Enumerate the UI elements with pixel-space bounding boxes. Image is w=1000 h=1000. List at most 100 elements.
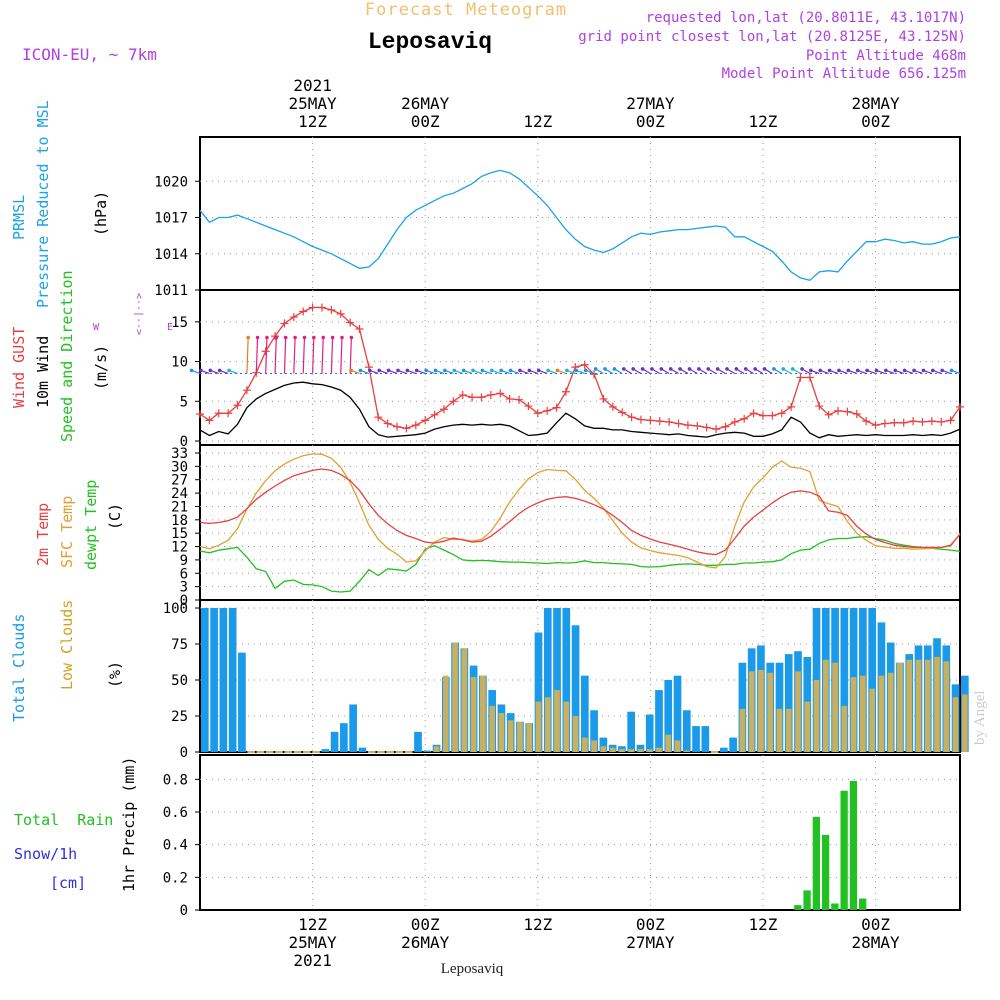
- gust-marker: [308, 303, 317, 312]
- top-time-label: 27MAY: [626, 94, 675, 113]
- bottom-time-label: 00Z: [636, 915, 665, 934]
- cloud-labels: Total Clouds Low Clouds (%): [10, 600, 124, 722]
- y-tick-label: 1014: [154, 247, 188, 263]
- wind-arrow-head: [772, 367, 776, 371]
- gust-marker: [233, 401, 242, 410]
- wind-arrow-head: [734, 367, 739, 371]
- wind-arrow-head: [555, 368, 560, 373]
- low-cloud-bar: [544, 697, 551, 752]
- rain-bar: [849, 780, 858, 910]
- wind-arrow-head: [443, 368, 447, 373]
- wind-arrow-head: [865, 368, 869, 373]
- gust-marker: [730, 417, 739, 426]
- gust-marker: [402, 424, 411, 433]
- low-cloud-bar: [646, 749, 653, 752]
- gust-marker: [543, 406, 552, 415]
- low-cloud-bar: [915, 659, 922, 752]
- wind-arrow-head: [255, 335, 260, 340]
- gust-marker: [327, 305, 336, 314]
- total-cloud-bar: [738, 662, 747, 752]
- y-tick-label: 75: [171, 637, 188, 653]
- y-tick-label: 30: [171, 459, 188, 475]
- wind-arrow-head: [471, 368, 475, 373]
- gust-marker: [289, 313, 298, 322]
- total-cloud-bar: [729, 737, 737, 752]
- wind-arrow-head: [650, 367, 654, 371]
- gust-marker: [336, 309, 345, 318]
- low-cloud-bar: [461, 648, 468, 752]
- wind-arrow-head: [753, 367, 757, 371]
- top-time-label: 12Z: [523, 112, 552, 131]
- gust-marker: [805, 373, 814, 382]
- low-cloud-bar: [897, 662, 903, 752]
- gust-marker: [477, 393, 486, 402]
- gust-marker: [627, 413, 636, 422]
- y-tick-label: 1017: [154, 211, 188, 227]
- wind-arrow-head: [536, 368, 541, 373]
- low-cloud-bar: [813, 680, 820, 752]
- total-cloud-bar: [219, 608, 228, 752]
- clouds-unit-label: (%): [106, 661, 124, 688]
- gust-marker: [580, 360, 589, 369]
- gust-marker: [768, 411, 777, 420]
- wind-arrow-head: [321, 335, 326, 340]
- temp-unit-label: (C): [106, 503, 124, 530]
- bottom-time-label: 12Z: [523, 915, 552, 934]
- gust-marker: [712, 425, 721, 434]
- total-cloud-bar: [238, 652, 246, 752]
- wind-arrow-head: [565, 368, 569, 373]
- low-cloud-bar: [674, 740, 681, 752]
- total-clouds-label: Total Clouds: [10, 614, 28, 722]
- y-tick-label: 33: [171, 446, 188, 462]
- y-tick-label: 6: [180, 566, 188, 582]
- gust-marker: [946, 416, 955, 425]
- rain-bar: [794, 905, 802, 910]
- low-cloud-bar: [591, 740, 597, 752]
- wind-arrow-head: [884, 368, 888, 373]
- wind-arrow-head: [855, 368, 860, 373]
- rain-bar: [840, 790, 848, 910]
- low-cloud-bar: [582, 737, 588, 752]
- total-cloud-bar: [664, 680, 673, 752]
- gust-marker: [505, 394, 514, 403]
- sfc-temp-line: [199, 453, 961, 569]
- total-cloud-bar: [201, 608, 209, 752]
- low-cloud-bar: [619, 749, 625, 752]
- total-cloud-bar: [414, 731, 422, 752]
- wind-arrow-head: [809, 368, 813, 373]
- low-cloud-bar: [795, 671, 801, 752]
- total-cloud-bar: [321, 749, 330, 752]
- wind-arrow-head: [725, 367, 729, 371]
- wind-arrow-head: [659, 367, 664, 371]
- wind-direction-arrow: [340, 337, 343, 374]
- rain-bar: [812, 816, 820, 910]
- wind-arrow-head: [312, 335, 316, 340]
- y-tick-label: 15: [171, 315, 188, 331]
- rain-bar: [831, 903, 839, 910]
- wind-unit-label: (m/s): [92, 345, 110, 390]
- t2m-label: 2m Temp: [34, 503, 52, 566]
- wind-arrow-head: [424, 368, 428, 373]
- dewpoint-line: [199, 536, 961, 593]
- low-cloud-bar: [683, 750, 690, 752]
- rain-bar: [859, 898, 867, 910]
- credit-label: by Angel: [972, 690, 988, 745]
- wind-arrow-head: [837, 368, 841, 373]
- wind-arrow-head: [293, 335, 297, 340]
- gust-marker: [355, 324, 364, 333]
- gust-marker: [880, 419, 889, 428]
- wind-arrow-head: [452, 368, 457, 373]
- wind-arrow-head: [508, 368, 513, 373]
- low-cloud-bar: [869, 688, 875, 752]
- wind-arrow-head: [405, 368, 410, 373]
- y-tick-label: 12: [171, 540, 188, 556]
- top-time-label: 00Z: [411, 112, 440, 131]
- low-cloud-bar: [924, 659, 931, 752]
- low-cloud-bar: [572, 716, 579, 752]
- wind-direction-arrow: [246, 337, 249, 374]
- prmsl-line: [199, 169, 961, 282]
- gust-marker: [683, 421, 692, 430]
- top-time-label: 28MAY: [851, 94, 900, 113]
- low-cloud-bar: [776, 708, 783, 752]
- panel-frame: [199, 444, 961, 601]
